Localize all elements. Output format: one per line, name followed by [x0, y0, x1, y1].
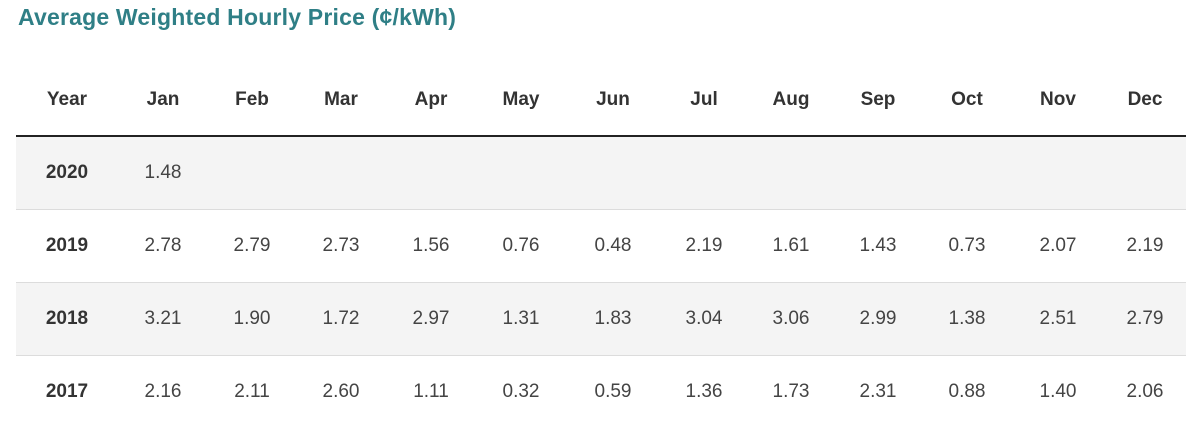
column-header-may: May — [476, 64, 566, 137]
price-cell: 2.07 — [1039, 234, 1077, 256]
price-cell — [208, 136, 296, 209]
column-header-aug: Aug — [748, 64, 834, 137]
header-row: Year Jan Feb Mar Apr May Jun Jul Aug Sep Oct Nov Dec — [16, 64, 1186, 137]
column-header-mar: Mar — [296, 64, 386, 137]
table-row: 2019 2.78 2.79 2.73 1.56 0.76 0.48 2.19 1.61 1.43… — [16, 209, 1186, 282]
column-header-dec: Dec — [1104, 64, 1186, 137]
page-title: Average Weighted Hourly Price (¢/kWh) — [18, 4, 457, 30]
table-row: 2018 3.21 1.90 1.72 2.97 1.31 1.83 3.04 3.06 2.99… — [16, 282, 1186, 355]
column-header-jul: Jul — [660, 64, 748, 137]
price-cell — [660, 136, 748, 209]
column-header-jan: Jan — [118, 64, 208, 137]
price-cell: 2.31 — [859, 380, 897, 402]
column-header-apr: Apr — [386, 64, 476, 137]
table-row: 2020 1.48 — [16, 136, 1186, 209]
price-cell: 0.32 — [502, 380, 540, 402]
price-cell: 0.73 — [948, 234, 986, 256]
year-cell: 2018 — [45, 307, 89, 329]
price-cell: 1.72 — [322, 307, 360, 329]
price-cell: 0.88 — [948, 380, 986, 402]
price-cell: 2.79 — [233, 234, 271, 256]
price-cell: 1.36 — [685, 380, 723, 402]
price-cell — [1012, 136, 1104, 209]
price-cell: 1.11 — [413, 380, 449, 402]
price-cell — [566, 136, 660, 209]
price-cell: 3.21 — [144, 307, 182, 329]
price-cell: 2.11 — [234, 380, 270, 402]
column-header-nov: Nov — [1012, 64, 1104, 137]
column-header-oct: Oct — [922, 64, 1012, 137]
price-cell: 1.40 — [1039, 380, 1077, 402]
price-cell: 2.16 — [144, 380, 182, 402]
price-cell — [922, 136, 1012, 209]
price-cell: 3.06 — [772, 307, 810, 329]
price-cell — [296, 136, 386, 209]
price-cell: 2.73 — [322, 234, 360, 256]
price-table: Year Jan Feb Mar Apr May Jun Jul Aug Sep Oct Nov Dec… — [16, 64, 1186, 428]
year-cell: 2017 — [45, 380, 89, 402]
price-cell: 2.78 — [144, 234, 182, 256]
table-body: 2020 1.48 2019 2.78 2.79 2.73 1.56 0.76 0.48 2.19… — [16, 136, 1186, 428]
price-cell: 2.19 — [1126, 234, 1164, 256]
price-cell: 1.48 — [144, 161, 182, 183]
price-cell: 1.43 — [859, 234, 897, 256]
column-header-sep: Sep — [834, 64, 922, 137]
column-header-year: Year — [16, 64, 118, 137]
price-cell: 1.56 — [412, 234, 450, 256]
price-cell — [748, 136, 834, 209]
table-row: 2017 2.16 2.11 2.60 1.11 0.32 0.59 1.36 1.73 2.31… — [16, 355, 1186, 428]
column-header-feb: Feb — [208, 64, 296, 137]
price-cell: 1.73 — [772, 380, 810, 402]
price-cell: 2.79 — [1126, 307, 1164, 329]
price-cell — [386, 136, 476, 209]
year-cell: 2019 — [45, 234, 89, 256]
price-cell: 2.06 — [1126, 380, 1164, 402]
price-cell: 3.04 — [685, 307, 723, 329]
year-cell: 2020 — [45, 161, 89, 183]
price-cell: 0.76 — [502, 234, 540, 256]
price-cell — [834, 136, 922, 209]
price-cell: 1.31 — [502, 307, 540, 329]
price-cell: 2.19 — [685, 234, 723, 256]
price-cell — [476, 136, 566, 209]
price-cell: 2.51 — [1039, 307, 1077, 329]
column-header-jun: Jun — [566, 64, 660, 137]
price-cell: 1.83 — [594, 307, 632, 329]
price-cell: 0.59 — [594, 380, 632, 402]
price-cell: 2.99 — [859, 307, 897, 329]
price-cell: 2.97 — [412, 307, 450, 329]
price-cell: 2.60 — [322, 380, 360, 402]
price-cell — [1104, 136, 1186, 209]
price-cell: 0.48 — [594, 234, 632, 256]
price-cell: 1.38 — [948, 307, 986, 329]
price-cell: 1.90 — [233, 307, 271, 329]
price-cell: 1.61 — [772, 234, 810, 256]
